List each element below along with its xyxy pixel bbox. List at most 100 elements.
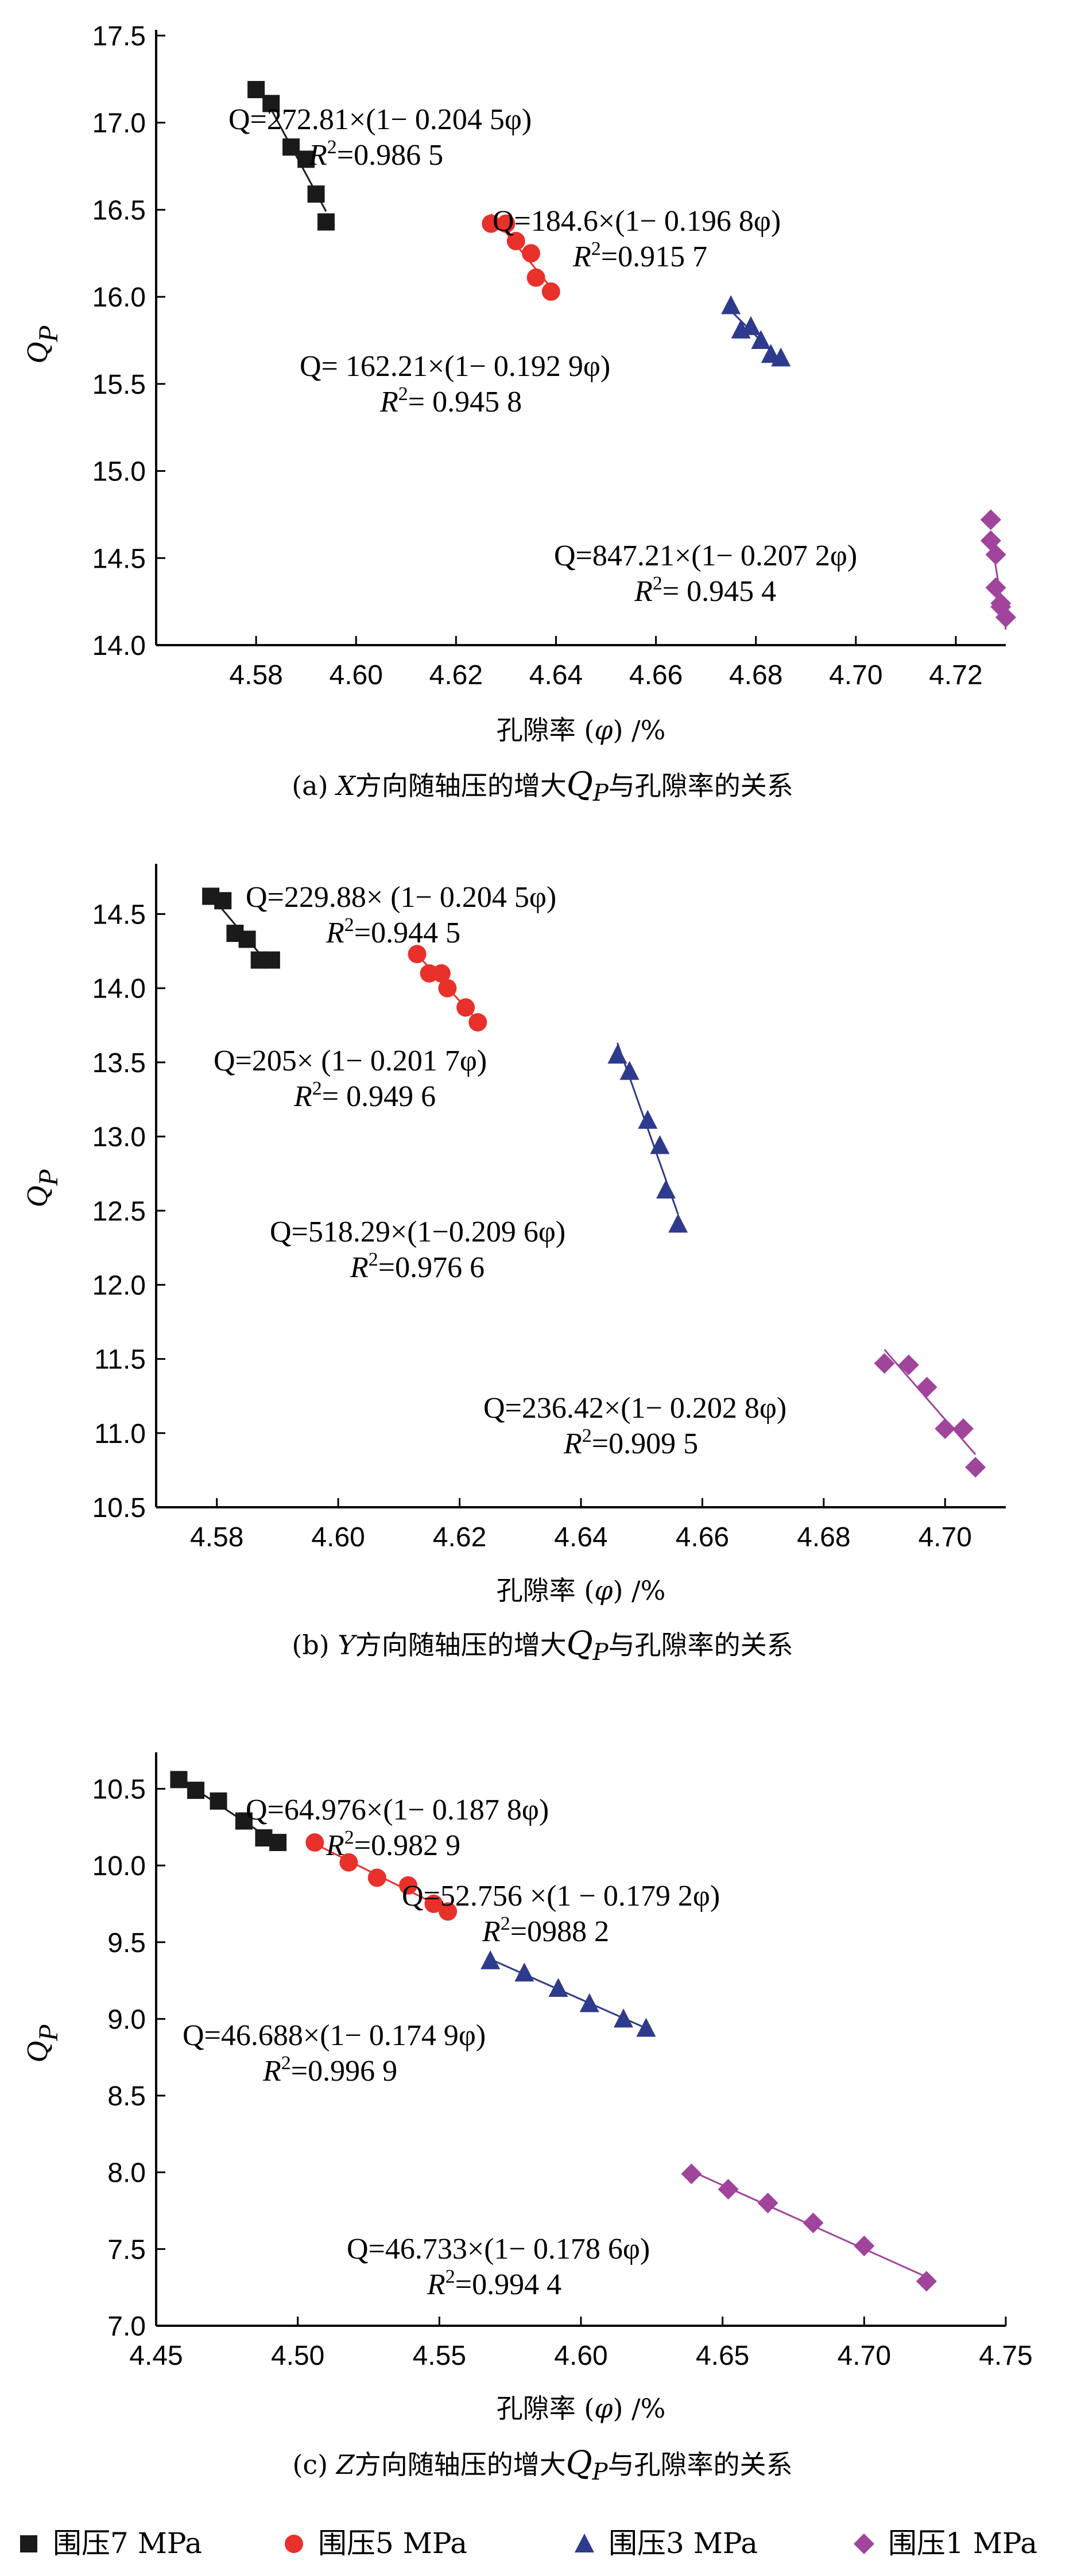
r-squared-value: =0.944 5 <box>354 917 460 949</box>
legend-marker <box>285 2535 303 2553</box>
r-squared-symbol: R <box>482 1915 501 1948</box>
x-tick-label: 4.68 <box>729 660 782 690</box>
data-point <box>339 1853 358 1872</box>
legend-label: 围压5 MPa <box>318 2527 467 2560</box>
data-point <box>297 150 315 168</box>
r-squared-value: =0.994 4 <box>455 2268 561 2301</box>
legend: 围压7 MPa 围压5 MPa 围压3 MPa 围压1 MPa <box>20 2527 1037 2560</box>
series-3 <box>980 509 1016 630</box>
r-squared-value: =0988 2 <box>510 1915 609 1948</box>
x-tick-label: 4.68 <box>797 1522 850 1553</box>
y-tick-label: 15.5 <box>92 370 146 400</box>
caption-p: P <box>592 2459 609 2485</box>
r-squared-value: = 0.945 8 <box>408 386 522 418</box>
y-tick-label: 8.0 <box>107 2158 146 2189</box>
y-tick-label: 10.0 <box>92 1851 146 1881</box>
equation-label: Q=847.21×(1− 0.207 2φ) <box>554 540 857 572</box>
r-squared-value: = 0.949 6 <box>322 1080 436 1113</box>
y-axis-label-q: Q <box>21 2041 54 2063</box>
data-point <box>408 945 427 964</box>
r-squared-superscript: 2 <box>327 137 337 158</box>
y-tick-label: 8.5 <box>107 2081 146 2112</box>
series-3 <box>874 1349 986 1478</box>
data-point <box>985 577 1006 598</box>
data-point <box>497 214 516 233</box>
r-squared-symbol: R <box>379 386 398 418</box>
series-0 <box>170 1771 287 1852</box>
caption-suffix: 与孔隙率的关系 <box>608 2449 793 2480</box>
data-point <box>668 1213 688 1233</box>
data-point <box>456 998 475 1017</box>
data-point <box>305 1833 324 1852</box>
caption-suffix: 与孔隙率的关系 <box>609 770 793 801</box>
data-point <box>514 1962 534 1982</box>
panel-caption: (c) Z方向随轴压的增大QP与孔隙率的关系 <box>292 2445 792 2485</box>
data-point <box>214 892 232 910</box>
data-point <box>506 232 525 251</box>
y-tick-label: 15.0 <box>92 457 146 487</box>
legend-item: 围压3 MPa <box>575 2527 758 2560</box>
data-point <box>741 316 761 335</box>
data-point <box>262 951 280 969</box>
data-point <box>614 2008 633 2028</box>
equation-label: Q=229.88× (1− 0.204 5φ) <box>246 881 556 914</box>
x-axis-label-symbol: φ <box>594 715 613 746</box>
legend-label: 围压7 MPa <box>53 2527 202 2560</box>
data-point <box>995 607 1016 628</box>
data-point <box>187 1782 205 1799</box>
y-tick-label: 10.5 <box>92 1493 146 1523</box>
r-squared-superscript: 2 <box>591 238 601 259</box>
x-axis-label-unit: ) /% <box>613 1575 666 1606</box>
x-tick-label: 4.60 <box>554 2341 607 2371</box>
x-tick-label: 4.60 <box>311 1522 365 1553</box>
series-1 <box>305 1833 458 1921</box>
r-squared-value: =0.982 9 <box>354 1829 460 1862</box>
r-squared-label: R2=0.909 5 <box>563 1425 698 1460</box>
r-squared-value: =0.915 7 <box>601 240 707 273</box>
r-squared-label: R2=0.944 5 <box>326 914 460 949</box>
data-point <box>636 2018 656 2037</box>
data-point <box>771 347 791 367</box>
panel-c: 4.45 4.50 4.55 4.60 4.65 4.70 4.75 7.0 7.5 8.0 8.5… <box>21 1752 1033 2485</box>
data-point <box>916 1376 937 1398</box>
data-point <box>681 2163 702 2185</box>
equation-label: Q=184.6×(1− 0.196 8φ) <box>493 205 781 238</box>
data-point <box>432 964 451 983</box>
r-squared-superscript: 2 <box>344 1827 354 1848</box>
r-squared-label: R2= 0.945 8 <box>379 383 522 418</box>
series-1 <box>408 945 487 1032</box>
data-point <box>935 1418 956 1440</box>
legend-marker <box>854 2534 874 2554</box>
equation-label: Q=46.688×(1− 0.174 9φ) <box>183 2019 486 2052</box>
caption-mid: 方向随轴压的增大 <box>355 1630 567 1661</box>
r-squared-superscript: 2 <box>369 1249 378 1270</box>
x-tick-label: 4.60 <box>330 660 383 690</box>
y-tick-label: 9.0 <box>107 2004 146 2035</box>
caption-prefix: (b) <box>292 1630 338 1661</box>
caption-suffix: 与孔隙率的关系 <box>609 1630 793 1661</box>
r-squared-symbol: R <box>563 1427 582 1460</box>
fit-annotation: Q=184.6×(1− 0.196 8φ)R2=0.915 7 <box>493 205 781 273</box>
data-point <box>874 1353 895 1374</box>
data-point <box>965 1457 986 1478</box>
y-tick-label: 14.5 <box>92 900 146 930</box>
panel-b: 4.58 4.60 4.62 4.64 4.66 4.68 4.70 10.5 11.0 11.5… <box>21 864 1006 1666</box>
caption-prefix: (c) <box>292 2449 336 2480</box>
legend-marker <box>575 2534 594 2552</box>
caption-axis: X <box>335 770 356 801</box>
r-squared-label: R2=0.986 5 <box>308 137 443 172</box>
r-squared-symbol: R <box>262 2055 281 2088</box>
fit-annotation: Q=205× (1− 0.201 7φ)R2= 0.949 6 <box>214 1045 487 1113</box>
series-3 <box>681 2163 937 2292</box>
fit-annotation: Q=236.42×(1− 0.202 8φ)R2=0.909 5 <box>483 1392 786 1460</box>
x-tick-label: 4.66 <box>676 1522 729 1553</box>
series-1 <box>482 213 560 301</box>
r-squared-label: R2=0.996 9 <box>262 2053 397 2088</box>
x-tick-label: 4.70 <box>919 1522 972 1553</box>
data-point <box>638 1109 658 1129</box>
fit-annotation: Q=64.976×(1− 0.187 8φ)R2=0.982 9 <box>246 1794 549 1862</box>
r-squared-label: R2=0.994 4 <box>427 2266 561 2301</box>
caption-q: Q <box>567 1625 593 1662</box>
data-point <box>526 268 545 287</box>
y-tick-label: 14.5 <box>92 544 146 574</box>
